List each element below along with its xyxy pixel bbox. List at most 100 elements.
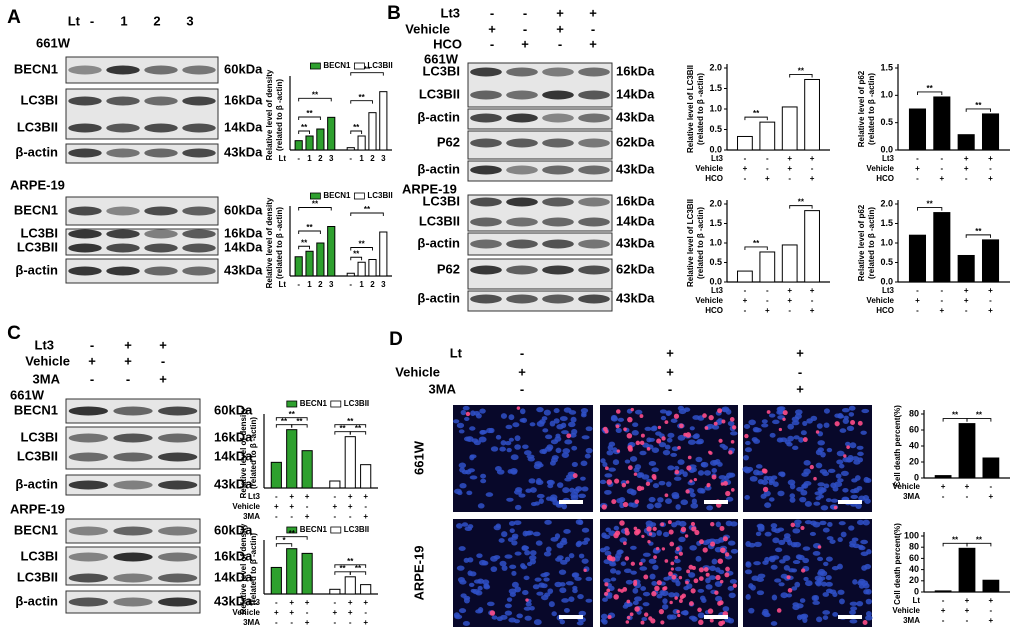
significance-bracket: [350, 256, 363, 261]
dead-cell: [674, 596, 678, 600]
nucleus: [546, 479, 554, 485]
nucleus: [536, 591, 544, 596]
blot-band: [144, 206, 178, 216]
size-label: 43kDa: [214, 593, 253, 608]
nucleus: [508, 588, 517, 594]
nucleus: [823, 408, 830, 414]
nucleus: [600, 618, 606, 623]
legend-swatch: [309, 62, 321, 70]
nucleus: [651, 447, 660, 453]
nucleus: [743, 424, 751, 430]
nucleus: [568, 596, 575, 602]
nucleus: [674, 566, 682, 572]
dead-cell: [640, 433, 645, 438]
x-row-value: -: [306, 608, 309, 617]
dead-cell: [686, 569, 691, 574]
x-row-value: +: [743, 164, 748, 173]
dead-cell: [691, 565, 696, 571]
significance-bracket: [298, 130, 310, 134]
nucleus: [798, 437, 804, 443]
nucleus: [847, 455, 854, 460]
x-row-value: +: [964, 296, 969, 305]
dead-cell: [630, 407, 634, 412]
nucleus: [646, 503, 654, 510]
significance-bracket: [291, 424, 308, 428]
condition-value: -: [668, 381, 672, 396]
dead-cell: [766, 410, 771, 414]
dead-cell: [604, 591, 609, 596]
x-row-name: Lt: [278, 154, 286, 163]
nucleus: [772, 537, 780, 544]
nucleus: [501, 531, 508, 538]
bar: [329, 480, 341, 489]
dead-cell: [622, 541, 627, 546]
nucleus: [639, 566, 648, 571]
y-tick-label: 1.5: [709, 218, 722, 228]
nucleus: [479, 430, 486, 435]
dead-cell: [710, 522, 715, 527]
nucleus: [744, 468, 751, 474]
x-row-value: +: [989, 492, 994, 501]
protein-label: BECN1: [14, 402, 58, 417]
dead-cell: [640, 620, 645, 625]
nucleus: [662, 449, 671, 456]
nucleus: [728, 472, 736, 478]
significance-label: **: [976, 411, 983, 420]
nucleus: [690, 492, 696, 498]
nucleus: [529, 422, 536, 427]
blot-band: [68, 206, 102, 216]
x-row-name: 3MA: [903, 616, 920, 625]
legend-label: BECN1: [323, 191, 351, 200]
dead-cell: [846, 445, 850, 450]
nucleus: [495, 434, 502, 440]
nucleus: [556, 482, 564, 489]
nucleus: [764, 502, 772, 509]
x-row-value: +: [939, 306, 944, 315]
nucleus: [504, 603, 512, 609]
significance-bracket: [350, 212, 384, 216]
x-row-value: +: [348, 502, 353, 511]
blot-band: [158, 480, 198, 490]
nucleus: [827, 521, 833, 528]
nucleus: [599, 547, 607, 553]
nucleus: [520, 408, 526, 415]
legend-label: LC3BII: [344, 399, 369, 408]
scale-bar: [838, 500, 862, 504]
significance-label: **: [975, 227, 982, 236]
nucleus: [771, 594, 778, 601]
nucleus: [855, 503, 862, 510]
dead-cell: [705, 572, 710, 577]
nucleus: [485, 492, 494, 497]
nucleus: [666, 481, 672, 487]
nucleus: [655, 431, 662, 436]
nucleus: [700, 461, 709, 468]
nucleus: [815, 462, 823, 469]
micrograph: [599, 405, 738, 512]
significance-label: **: [358, 93, 365, 102]
size-label: 43kDa: [214, 476, 253, 491]
nucleus: [664, 444, 671, 450]
nucleus: [827, 468, 836, 474]
scale-bar: [559, 500, 583, 504]
condition-value: +: [666, 345, 674, 360]
significance-bracket: [298, 207, 332, 211]
blot-band: [158, 433, 198, 443]
cell-line-label: 661W: [411, 440, 426, 475]
bar: [737, 135, 753, 151]
nucleus: [634, 464, 642, 470]
x-row-value: -: [942, 596, 945, 605]
x-row-name: Lt: [912, 596, 920, 605]
nucleus: [787, 539, 793, 546]
dead-cell: [669, 600, 673, 605]
nucleus: [490, 566, 498, 573]
micrograph: [453, 405, 593, 512]
x-row-value: -: [297, 280, 300, 289]
legend-label: BECN1: [323, 61, 351, 70]
dead-cell: [843, 454, 847, 458]
x-row-value: 2: [318, 154, 323, 163]
nucleus: [467, 468, 475, 473]
dead-cell: [693, 477, 698, 482]
nucleus: [537, 463, 544, 468]
nucleus: [640, 558, 646, 563]
nucleus: [748, 419, 756, 426]
